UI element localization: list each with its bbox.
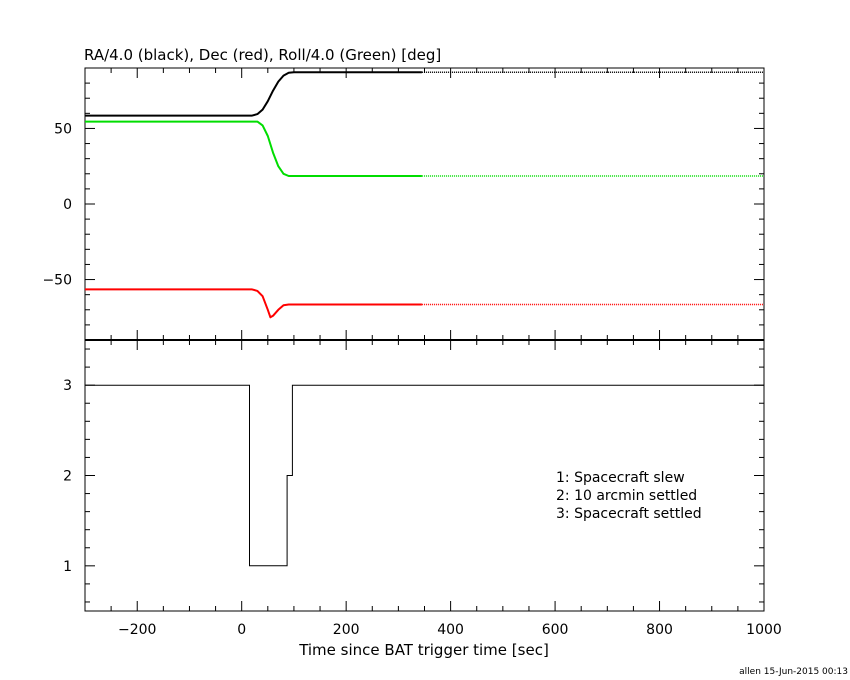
y-tick-label: 0 bbox=[63, 197, 72, 213]
y-tick-label: 50 bbox=[54, 121, 72, 137]
y-tick-label: −50 bbox=[42, 273, 72, 289]
x-tick-label: 800 bbox=[646, 622, 673, 638]
footer-credit: allen 15-Jun-2015 00:13 bbox=[739, 667, 848, 677]
x-axis-label: Time since BAT trigger time [sec] bbox=[298, 641, 549, 659]
attitude-panel: RA/4.0 (black), Dec (red), Roll/4.0 (Gre… bbox=[42, 46, 765, 341]
roll-series-line bbox=[85, 120, 422, 177]
x-tick-label: 1000 bbox=[746, 622, 782, 638]
x-tick-label: −200 bbox=[118, 622, 156, 638]
legend-entry-slew: 1: Spacecraft slew bbox=[556, 470, 685, 486]
ra-series-line bbox=[85, 71, 422, 117]
x-tick-label: 600 bbox=[542, 622, 569, 638]
y-tick-label: 3 bbox=[63, 378, 72, 394]
top-panel-frame bbox=[84, 67, 765, 341]
top-panel-ticks: −50 0 50 bbox=[42, 68, 765, 340]
y-tick-label: 1 bbox=[63, 559, 72, 575]
bottom-panel-ticks: −200 0 200 400 600 800 1000 1 2 3 bbox=[63, 340, 782, 638]
legend-entry-10arcmin: 2: 10 arcmin settled bbox=[556, 488, 697, 504]
bottom-panel-series bbox=[85, 384, 764, 567]
settle-status-panel: −200 0 200 400 600 800 1000 1 2 3 Time since BAT … bbox=[63, 339, 782, 659]
x-tick-label: 400 bbox=[437, 622, 464, 638]
y-tick-label: 2 bbox=[63, 469, 72, 485]
legend-entry-settled: 3: Spacecraft settled bbox=[556, 506, 702, 522]
top-panel-series bbox=[85, 71, 764, 319]
x-tick-label: 0 bbox=[237, 622, 246, 638]
dec-series-line bbox=[85, 288, 422, 319]
x-tick-label: 200 bbox=[333, 622, 360, 638]
top-panel-title: RA/4.0 (black), Dec (red), Roll/4.0 (Gre… bbox=[84, 46, 441, 64]
settle-status-line bbox=[85, 384, 764, 567]
